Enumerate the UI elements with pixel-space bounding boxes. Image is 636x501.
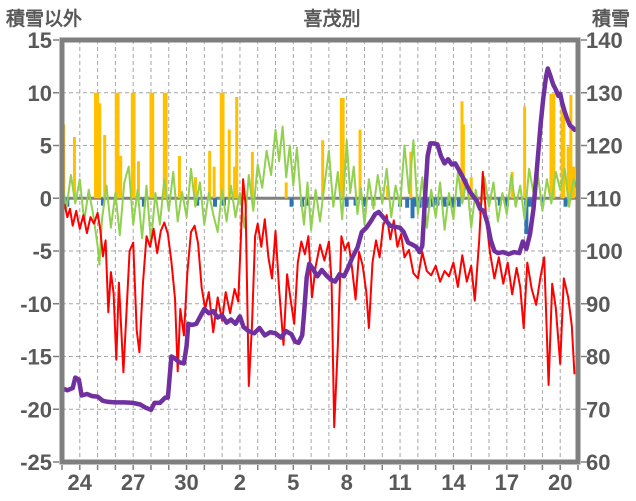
svg-text:5: 5 (40, 134, 52, 159)
svg-text:15: 15 (28, 28, 52, 53)
svg-text:20: 20 (548, 470, 572, 495)
axis-tick-marks (53, 39, 587, 470)
right-axis-tick-labels: 140 130 120 110 100 90 80 70 60 (586, 28, 623, 475)
svg-text:8: 8 (341, 470, 353, 495)
x-axis-tick-labels: 24 27 30 2 5 8 11 14 17 20 (68, 470, 573, 495)
svg-text:-20: -20 (20, 397, 52, 422)
green-line-series (61, 125, 579, 266)
svg-text:0: 0 (40, 186, 52, 211)
svg-text:110: 110 (586, 186, 622, 211)
svg-text:17: 17 (495, 470, 519, 495)
svg-text:140: 140 (586, 28, 623, 53)
svg-text:90: 90 (586, 292, 610, 317)
svg-text:11: 11 (388, 470, 411, 495)
chart-title: 喜茂別 (303, 9, 361, 30)
purple-snow-depth-line-series (59, 66, 577, 413)
svg-text:27: 27 (121, 470, 145, 495)
svg-text:-25: -25 (20, 450, 52, 475)
right-axis-title: 積雪 (591, 9, 630, 30)
left-axis-tick-labels: 15 10 5 0 -5 -10 -15 -20 -25 (20, 28, 52, 475)
svg-text:24: 24 (68, 470, 93, 495)
svg-text:70: 70 (586, 397, 610, 422)
plot-frame (59, 37, 581, 465)
svg-text:-15: -15 (20, 345, 52, 370)
svg-text:10: 10 (28, 81, 52, 106)
svg-text:5: 5 (287, 470, 299, 495)
svg-text:130: 130 (586, 81, 623, 106)
left-axis-title: 積雪以外 (6, 9, 83, 30)
svg-text:120: 120 (586, 134, 623, 159)
svg-text:60: 60 (586, 450, 610, 475)
svg-text:-10: -10 (20, 292, 52, 317)
svg-text:80: 80 (586, 345, 610, 370)
svg-text:100: 100 (586, 239, 623, 264)
svg-text:14: 14 (441, 470, 466, 495)
svg-text:-5: -5 (32, 239, 52, 264)
svg-text:30: 30 (174, 470, 198, 495)
svg-text:2: 2 (234, 470, 246, 495)
